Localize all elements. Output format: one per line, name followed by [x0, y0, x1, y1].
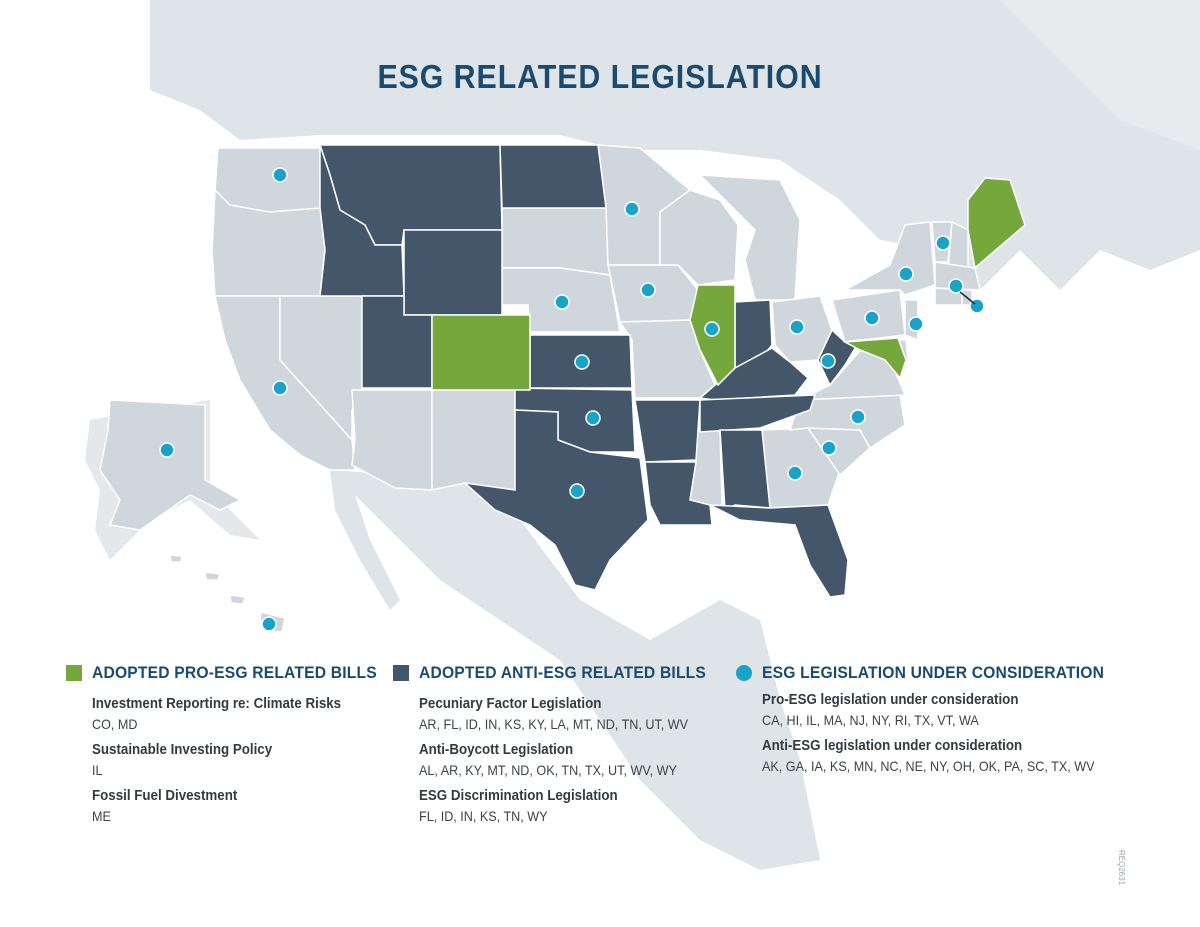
state-wy	[403, 229, 503, 316]
legend-item-states: FL, ID, IN, KS, TN, WY	[419, 808, 548, 824]
state-mi	[698, 174, 801, 301]
dot-ma	[948, 278, 964, 294]
state-la	[644, 461, 713, 526]
state-me	[967, 177, 1026, 270]
legend-anti: ADOPTED ANTI-ESG RELATED BILLS Pecuniary…	[393, 660, 731, 824]
state-tn	[699, 394, 817, 433]
legend-pro-header: ADOPTED PRO-ESG RELATED BILLS	[66, 660, 402, 686]
dot-pa	[864, 310, 880, 326]
mexico-landmass	[330, 470, 820, 870]
legend-item-title: Fossil Fuel Divestment	[92, 788, 238, 804]
state-md	[842, 337, 907, 380]
ri-leader-line	[959, 291, 976, 305]
state-wa	[214, 147, 321, 213]
legend-item-title: Sustainable Investing Policy	[92, 742, 273, 758]
dot-ca	[272, 380, 288, 396]
legend-item-title: Anti-Boycott Legislation	[419, 742, 574, 758]
legend-item-title: ESG Discrimination Legislation	[419, 788, 618, 804]
state-nm	[431, 389, 516, 491]
state-tx	[462, 409, 649, 591]
legend-consideration-item: Pro-ESG legislation under consideration …	[762, 692, 1134, 728]
legend-item-states: ME	[92, 808, 111, 824]
legend-pro: ADOPTED PRO-ESG RELATED BILLS Investment…	[66, 660, 402, 824]
state-al	[719, 429, 771, 512]
dot-nj	[908, 316, 924, 332]
state-nc	[788, 394, 906, 450]
state-ma	[934, 261, 981, 291]
pro-esg-states	[431, 177, 1026, 391]
legend-anti-header: ADOPTED ANTI-ESG RELATED BILLS	[393, 660, 731, 686]
dot-sc	[821, 440, 837, 456]
legend-item-states: CA, HI, IL, MA, NJ, NY, RI, TX, VT, WA	[762, 712, 979, 728]
legend-consideration: ESG LEGISLATION UNDER CONSIDERATION Pro-…	[736, 660, 1134, 774]
dot-wv	[820, 353, 836, 369]
page-title: ESG RELATED LEGISLATION	[377, 58, 823, 95]
state-id	[319, 144, 405, 297]
dot-ks	[574, 354, 590, 370]
dot-vt	[935, 235, 951, 251]
dot-ga	[787, 465, 803, 481]
dot-ne	[554, 294, 570, 310]
dot-ak	[159, 442, 175, 458]
dark-square-icon	[393, 665, 409, 681]
green-square-icon	[66, 665, 82, 681]
canada-landmass	[150, 0, 1200, 290]
state-co	[431, 314, 531, 391]
legend-anti-item: Anti-Boycott Legislation AL, AR, KY, MT,…	[419, 742, 731, 778]
dot-ia	[640, 282, 656, 298]
dot-mn	[624, 201, 640, 217]
dot-nc	[850, 409, 866, 425]
legend-anti-item: Pecuniary Factor Legislation AR, FL, ID,…	[419, 696, 731, 732]
legend-item-states: IL	[92, 762, 103, 778]
legend-anti-heading: ADOPTED ANTI-ESG RELATED BILLS	[419, 663, 707, 682]
dot-tx	[569, 483, 585, 499]
reference-code: REQ2631	[1117, 850, 1126, 886]
baja-peninsula	[330, 470, 400, 610]
legend-item-title: Pro-ESG legislation under consideration	[762, 692, 1019, 708]
legend-item-states: AR, FL, ID, IN, KS, KY, LA, MT, ND, TN, …	[419, 716, 689, 732]
legend-pro-item: Fossil Fuel Divestment ME	[92, 788, 402, 824]
dot-ok	[585, 410, 601, 426]
legend-item-title: Pecuniary Factor Legislation	[419, 696, 602, 712]
state-ar	[634, 399, 701, 463]
legend-item-title: Investment Reporting re: Climate Risks	[92, 696, 342, 712]
legend-item-states: AL, AR, KY, MT, ND, OK, TN, TX, UT, WV, …	[419, 762, 677, 778]
anti-esg-states	[318, 144, 862, 598]
legend-anti-item: ESG Discrimination Legislation FL, ID, I…	[419, 788, 731, 824]
legend-item-states: CO, MD	[92, 716, 138, 732]
state-fl	[709, 504, 849, 598]
state-wi	[659, 189, 739, 286]
legend-pro-item: Sustainable Investing Policy IL	[92, 742, 402, 778]
dot-ny	[898, 266, 914, 282]
legend-item-states: AK, GA, IA, KS, MN, NC, NE, NY, OH, OK, …	[762, 758, 1095, 774]
blue-dot-icon	[736, 665, 752, 681]
legend-item-title: Anti-ESG legislation under consideration	[762, 738, 1023, 754]
dot-oh	[789, 319, 805, 335]
dot-wa	[272, 167, 288, 183]
state-nd	[499, 144, 607, 209]
legend-consideration-item: Anti-ESG legislation under consideration…	[762, 738, 1134, 774]
legend-consideration-heading: ESG LEGISLATION UNDER CONSIDERATION	[762, 663, 1105, 682]
dot-hi	[261, 616, 277, 632]
legend-pro-item: Investment Reporting re: Climate Risks C…	[92, 696, 402, 732]
state-sd	[501, 207, 611, 276]
legend-pro-heading: ADOPTED PRO-ESG RELATED BILLS	[92, 663, 377, 682]
legend-consideration-header: ESG LEGISLATION UNDER CONSIDERATION	[736, 660, 1134, 686]
consideration-dots	[159, 167, 985, 632]
state-nh	[947, 220, 969, 269]
state-ak	[99, 399, 242, 531]
dot-il	[704, 321, 720, 337]
greenland	[1000, 0, 1200, 150]
